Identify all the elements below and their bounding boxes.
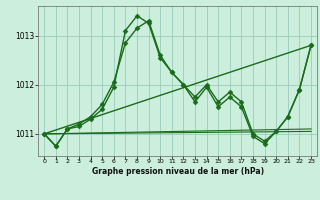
X-axis label: Graphe pression niveau de la mer (hPa): Graphe pression niveau de la mer (hPa): [92, 167, 264, 176]
